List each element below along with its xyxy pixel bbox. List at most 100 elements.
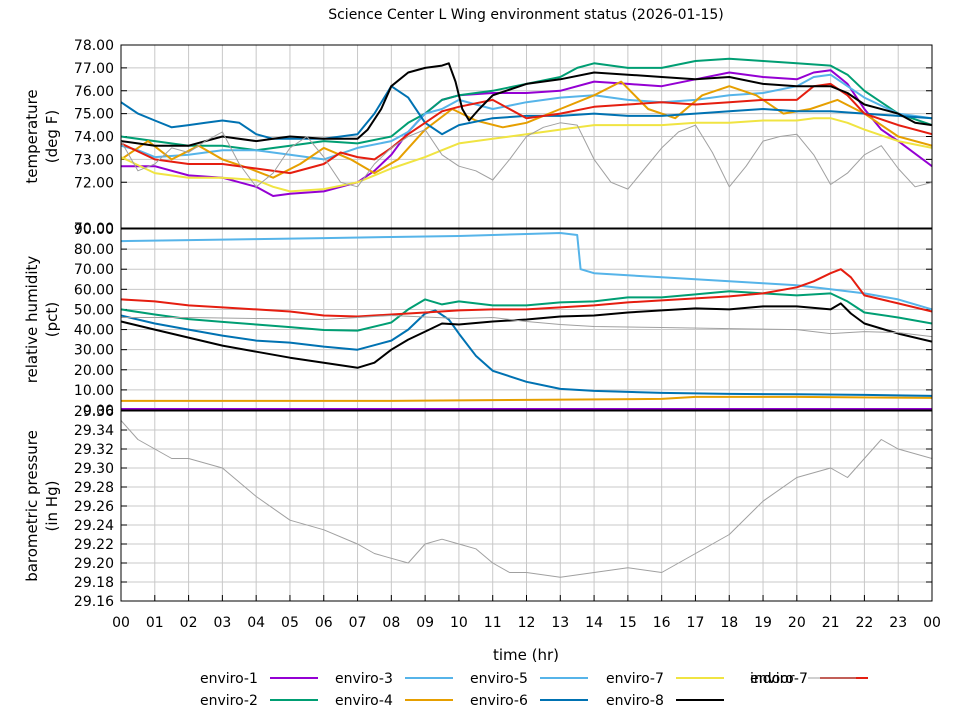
y-tick-label: 29.28 [74, 480, 114, 496]
x-tick-label: 18 [720, 615, 738, 631]
series-group [121, 420, 932, 578]
legend-label: enviro-5 [470, 671, 528, 687]
y-tick-label: 29.24 [74, 518, 114, 534]
legend-label: enviro-7 [606, 671, 664, 687]
y-tick-label: 78.00 [74, 38, 114, 54]
legend-item: enviro-1 [200, 671, 318, 687]
series-line [121, 420, 932, 578]
y-tick-label: 29.34 [74, 423, 114, 439]
x-axis-label: time (hr) [493, 646, 559, 664]
y-tick-label: 74.00 [74, 130, 114, 146]
x-tick-label: 00 [923, 615, 941, 631]
panel-2: 0.00 10.00 20.00 30.00 40.00 50.00 60.00 70.00 8… [23, 222, 933, 419]
x-tick-label: 08 [382, 615, 400, 631]
x-tick-label: 21 [822, 615, 840, 631]
y-tick-label: 29.32 [74, 442, 114, 458]
y-tick-label: 80.00 [74, 242, 114, 258]
legend-item: enviro-8 [606, 693, 724, 709]
x-tick-label: 04 [247, 615, 265, 631]
y-axis-label: barometric pressure [23, 430, 41, 582]
y-axis-label: temperature [23, 89, 41, 183]
x-axis: 00 01 02 03 04 05 06 07 08 09 10 11 12 13 14 15 16 17 18 19… [112, 595, 941, 631]
x-tick-label: 10 [450, 615, 468, 631]
series-line [121, 69, 932, 197]
legend-label: enviro-2 [200, 693, 258, 709]
x-tick-label: 15 [619, 615, 637, 631]
x-tick-label: 13 [551, 615, 569, 631]
legend-label: enviro-3 [335, 671, 393, 687]
series-line [121, 315, 932, 338]
panel-3: 29.16 29.18 29.20 29.22 29.24 29.26 29.28 29.30… [23, 404, 933, 610]
y-tick-label: 40.00 [74, 323, 114, 339]
chart-title: Science Center L Wing environment status… [328, 7, 724, 23]
x-tick-label: 19 [754, 615, 772, 631]
y-tick-label: 70.00 [74, 221, 114, 237]
y-tick-label: 0.00 [83, 403, 114, 419]
legend-label: enviro-4 [335, 693, 393, 709]
series-line [121, 73, 932, 161]
series-line [121, 122, 932, 190]
legend-label: enviro-8 [606, 693, 664, 709]
y-axis-label: (deg F) [43, 110, 61, 163]
x-tick-label: 17 [687, 615, 705, 631]
x-tick-label: 09 [416, 615, 434, 631]
y-tick-label: 20.00 [74, 363, 114, 379]
x-tick-label: 23 [889, 615, 907, 631]
series-line [121, 117, 932, 193]
x-tick-label: 01 [146, 615, 164, 631]
legend-item: enviro-3 [335, 671, 453, 687]
x-tick-label: 03 [213, 615, 231, 631]
x-tick-label: 06 [315, 615, 333, 631]
series-group [121, 232, 932, 410]
series-line [121, 395, 932, 402]
y-tick-label: 29.22 [74, 537, 114, 553]
y-tick-label: 75.00 [74, 107, 114, 123]
series-line [121, 309, 932, 397]
x-tick-label: 07 [349, 615, 367, 631]
x-tick-label: 20 [788, 615, 806, 631]
y-tick-label: 29.30 [74, 461, 114, 477]
legend-item: enviro-5 [470, 671, 588, 687]
legend-item: indoor [750, 671, 856, 687]
y-tick-label: 90.00 [74, 222, 114, 238]
series-group [121, 57, 932, 197]
y-tick-label: 73.00 [74, 152, 114, 168]
y-tick-label: 10.00 [74, 383, 114, 399]
x-tick-label: 00 [112, 615, 130, 631]
x-tick-label: 22 [856, 615, 874, 631]
y-tick-label: 29.36 [74, 404, 114, 420]
chart-panels: 70.00 72.00 73.00 74.00 75.00 76.00 77.00 78.00… [23, 38, 933, 610]
legend-label: enviro-1 [200, 671, 258, 687]
x-tick-label: 02 [180, 615, 198, 631]
y-axis-label: (in Hg) [43, 481, 61, 532]
series-line [121, 232, 932, 311]
y-tick-label: 29.26 [74, 499, 114, 515]
y-tick-label: 60.00 [74, 282, 114, 298]
y-tick-label: 77.00 [74, 61, 114, 77]
legend-item: enviro-4 [335, 693, 453, 709]
y-tick-label: 29.20 [74, 556, 114, 572]
series-line [121, 62, 932, 147]
x-tick-label: 11 [484, 615, 502, 631]
legend-label: enviro-7 [750, 671, 808, 687]
y-tick-label: 50.00 [74, 302, 114, 318]
legend-item: enviro-2 [200, 693, 318, 709]
x-tick-label: 05 [281, 615, 299, 631]
y-tick-label: 29.18 [74, 575, 114, 591]
chart-legend: enviro-1 enviro-2 enviro-3 enviro-4 enviro-5… [200, 671, 868, 709]
legend-item: enviro-6 [470, 693, 588, 709]
series-line [121, 302, 932, 369]
y-tick-label: 76.00 [74, 84, 114, 100]
y-tick-label: 30.00 [74, 343, 114, 359]
y-axis-label: (pct) [43, 302, 61, 337]
x-tick-label: 12 [518, 615, 536, 631]
series-line [121, 268, 932, 318]
panel-frame [120, 228, 933, 411]
x-tick-label: 14 [585, 615, 603, 631]
legend-label: enviro-6 [470, 693, 528, 709]
legend-label: indoor [750, 671, 795, 687]
panel-1: 70.00 72.00 73.00 74.00 75.00 76.00 77.00 78.00… [23, 38, 933, 237]
y-tick-label: 29.16 [74, 594, 114, 610]
y-tick-label: 72.00 [74, 175, 114, 191]
